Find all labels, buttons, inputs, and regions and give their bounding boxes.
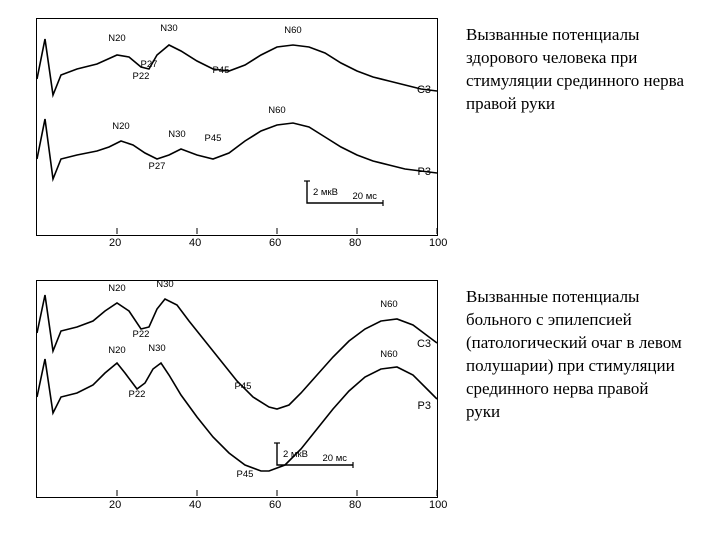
peak-label: N30 xyxy=(160,23,177,34)
peak-label: N30 xyxy=(168,129,185,140)
peak-label: N60 xyxy=(380,349,397,360)
peak-label: N20 xyxy=(108,345,125,356)
peak-label: N20 xyxy=(108,283,125,294)
peak-label: P22 xyxy=(133,71,150,82)
channel-label-P3: P3 xyxy=(418,400,431,412)
caption-epilepsy: Вызванные потенциалы больного с эпилепси… xyxy=(466,286,686,424)
peak-label: N60 xyxy=(268,105,285,116)
scale-amp-label: 2 мкВ xyxy=(283,449,308,460)
scale-time-label: 20 мс xyxy=(353,191,378,202)
waveform-P3 xyxy=(37,119,437,179)
caption-healthy: Вызванные потенциалы здорового человека … xyxy=(466,24,686,116)
scale-amp-label: 2 мкВ xyxy=(313,187,338,198)
peak-label: N20 xyxy=(112,121,129,132)
x-tick-label: 60 xyxy=(269,237,281,249)
peak-label: N60 xyxy=(284,25,301,36)
x-tick-label: 100 xyxy=(429,237,447,249)
channel-label-P3: P3 xyxy=(418,166,431,178)
chart-healthy: C3N20P22P27N30P45N60P3N20P27N30P45N602 м… xyxy=(36,18,438,236)
panel-epilepsy: C3 N20 P22 N30 P45 N60 P3 N20 P22 N30 P45 N60 2 мкВ 2… xyxy=(36,280,686,498)
x-tick-label: 60 xyxy=(269,499,281,511)
peak-label: N30 xyxy=(148,343,165,354)
peak-label: N20 xyxy=(108,33,125,44)
peak-label: P22 xyxy=(129,389,146,400)
x-tick-label: 40 xyxy=(189,237,201,249)
peak-label: P45 xyxy=(205,133,222,144)
x-tick-label: 20 xyxy=(109,499,121,511)
waveform-P3 xyxy=(37,359,437,471)
chart-epilepsy: C3 N20 P22 N30 P45 N60 P3 N20 P22 N30 P45 N60 2 мкВ 2… xyxy=(36,280,438,498)
waveform-C3 xyxy=(37,39,437,95)
peak-label: P22 xyxy=(133,329,150,340)
peak-label: P27 xyxy=(141,59,158,70)
x-tick-label: 80 xyxy=(349,499,361,511)
peak-label: N60 xyxy=(380,299,397,310)
x-tick-label: 80 xyxy=(349,237,361,249)
peak-label: P45 xyxy=(213,65,230,76)
panel-healthy: C3N20P22P27N30P45N60P3N20P27N30P45N602 м… xyxy=(36,18,686,236)
x-tick-label: 20 xyxy=(109,237,121,249)
peak-label: P27 xyxy=(149,161,166,172)
scale-time-label: 20 мс xyxy=(323,453,348,464)
peak-label: P45 xyxy=(237,469,254,480)
channel-label-C3: C3 xyxy=(417,84,431,96)
chart-healthy-svg: C3N20P22P27N30P45N60P3N20P27N30P45N602 м… xyxy=(37,19,437,235)
x-tick-label: 40 xyxy=(189,499,201,511)
channel-label-C3: C3 xyxy=(417,338,431,350)
peak-label: N30 xyxy=(156,281,173,290)
peak-label: P45 xyxy=(235,381,252,392)
chart-epilepsy-svg: C3 N20 P22 N30 P45 N60 P3 N20 P22 N30 P45 N60 2 мкВ 2… xyxy=(37,281,437,497)
x-tick-label: 100 xyxy=(429,499,447,511)
